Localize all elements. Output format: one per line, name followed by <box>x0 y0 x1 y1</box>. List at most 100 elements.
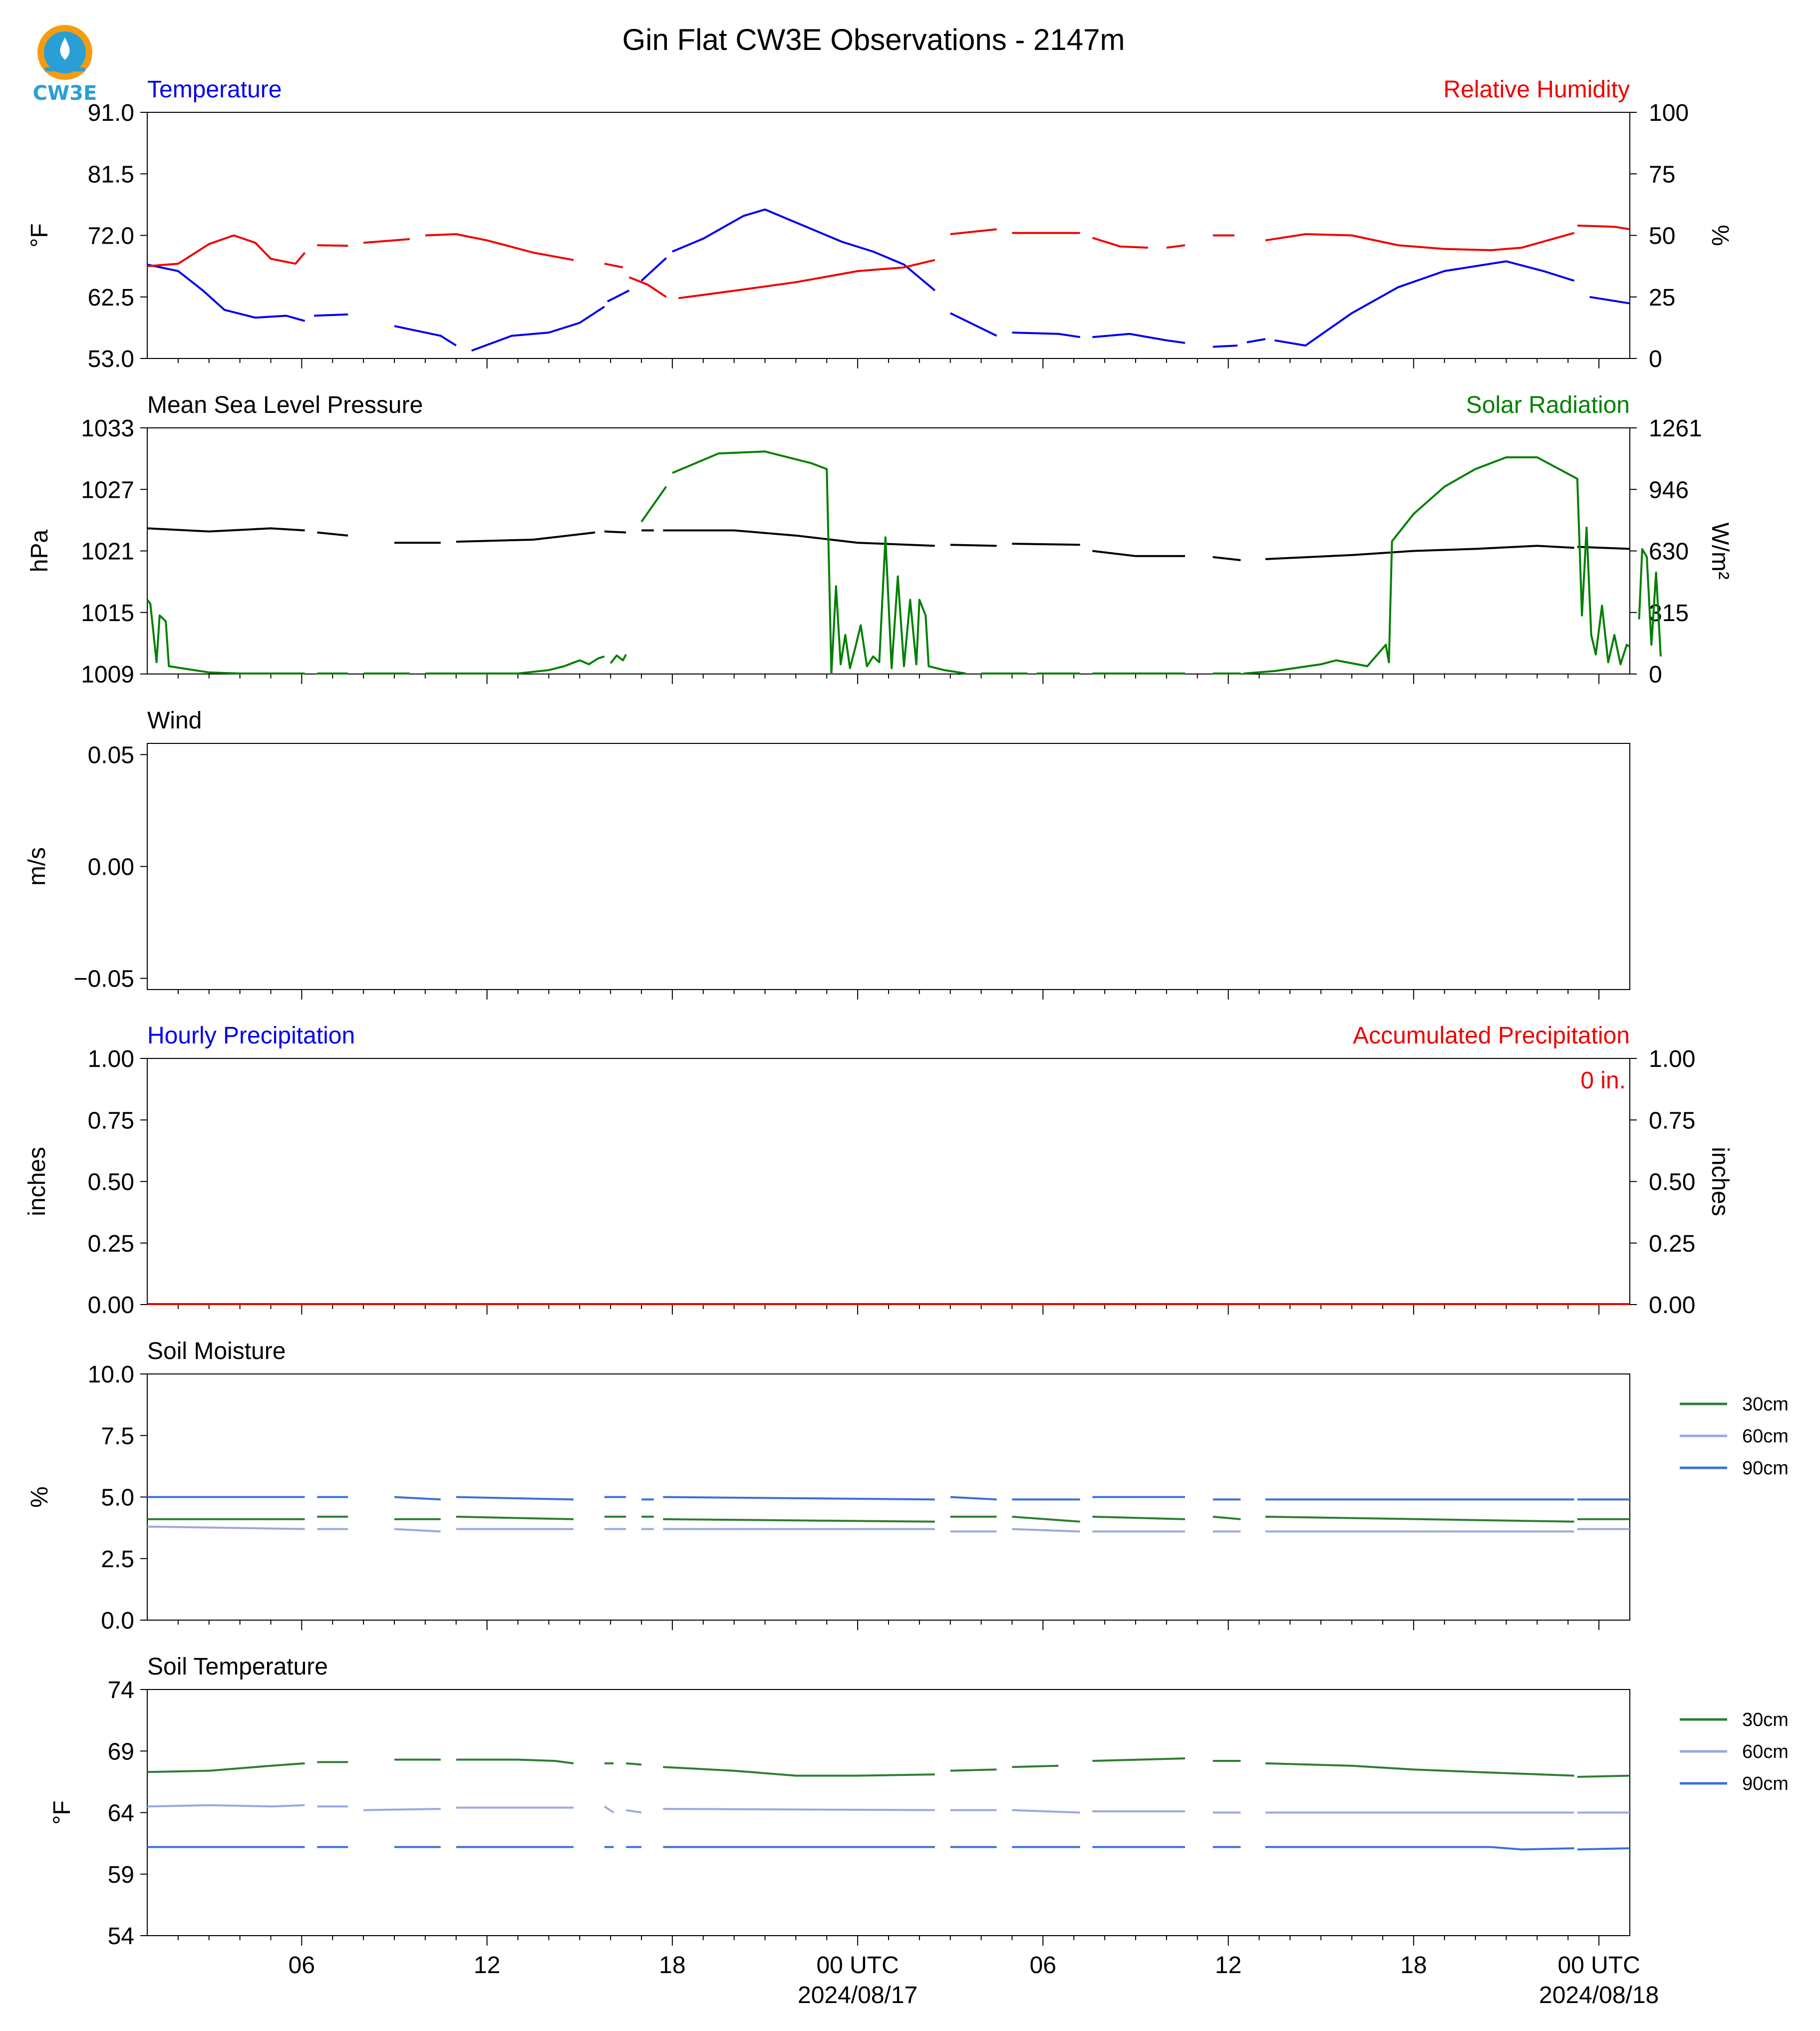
y-axis-label: °F <box>49 1800 75 1825</box>
series-line-segment <box>1589 296 1630 305</box>
series-line-segment <box>1577 1847 1630 1851</box>
legend-label: 90cm <box>1742 1773 1789 1794</box>
y-tick-label: −0.05 <box>74 966 134 993</box>
y-tick-label: 0.00 <box>88 1292 134 1319</box>
series-line-segment <box>625 1809 642 1814</box>
series-line-segment <box>625 1762 642 1766</box>
series-line-segment <box>363 1808 441 1811</box>
series-line-segment <box>147 234 306 268</box>
series-line-segment <box>394 325 457 346</box>
series-line-segment <box>950 1496 997 1501</box>
y-tick-label-right: 50 <box>1649 223 1675 250</box>
series-line-segment <box>1265 545 1574 560</box>
y-axis-label-right: inches <box>1707 1147 1733 1216</box>
y-tick-label-right: 100 <box>1649 100 1689 126</box>
y-tick-label: 69 <box>108 1738 134 1765</box>
series-line-segment <box>609 654 627 664</box>
series-line-segment <box>146 599 305 675</box>
series-left-0 <box>147 527 1630 561</box>
x-axis-labels: 06 12 18 00 UTC 2024/08/17 06 12 18 00 UTC 2024/0… <box>289 1952 1659 2009</box>
series-line-segment <box>663 1496 935 1501</box>
series-line-segment <box>1012 1764 1059 1768</box>
x-tick-label: 12 <box>1215 1952 1241 1979</box>
y-axis-label: hPa <box>26 529 53 572</box>
x-date-label: 2024/08/18 <box>1539 1982 1659 2009</box>
y-tick-label-right: 946 <box>1649 477 1689 503</box>
y-tick-label-right: 0 <box>1649 662 1662 688</box>
series-line-segment <box>1243 456 1631 675</box>
series-line-segment <box>949 312 997 337</box>
y-tick-label: 74 <box>108 1677 134 1703</box>
series-right-1 <box>147 224 1630 300</box>
legend-label: 30cm <box>1742 1394 1789 1415</box>
series-right-1 <box>146 450 1662 675</box>
panel-title-left: Soil Temperature <box>147 1654 328 1680</box>
series-line-segment <box>147 263 305 322</box>
y-tick-label: 0.0 <box>101 1608 134 1634</box>
axes-frame <box>147 1058 1630 1305</box>
series-line-segment <box>1265 232 1575 252</box>
panel-temp-rh: Temperature Relative Humidity 53.0 62.5 72.0… <box>26 76 1733 372</box>
panel-title-left: Hourly Precipitation <box>147 1022 355 1049</box>
legend-label: 90cm <box>1742 1458 1789 1479</box>
y-tick-label: 62.5 <box>88 285 134 311</box>
series-line-segment <box>1577 1774 1630 1778</box>
series-line-segment <box>950 1768 997 1772</box>
series-line-segment <box>604 263 623 269</box>
series-line-segment <box>147 1804 305 1808</box>
y-tick-label: 1009 <box>81 662 134 688</box>
y-tick-label-right: 0.75 <box>1649 1107 1695 1134</box>
panel-title-right: Relative Humidity <box>1444 76 1630 103</box>
y-tick-label: 0.75 <box>88 1107 134 1134</box>
panel-precip: Hourly Precipitation Accumulated Precipit… <box>24 1022 1733 1319</box>
series-line-segment <box>628 276 667 298</box>
series-line-segment <box>1092 550 1185 557</box>
y-tick-label-right: 1.00 <box>1649 1046 1695 1072</box>
panel-pressure-solar: Mean Sea Level Pressure Solar Radiation 10… <box>26 392 1733 688</box>
series-line-segment <box>640 257 667 282</box>
accumulated-precip-value: 0 in. <box>1580 1067 1626 1094</box>
series-line-segment <box>1012 332 1080 338</box>
panel-wind: Wind −0.05 0.00 0.05 m/s <box>24 707 1630 1000</box>
y-axis-label-right: W/m² <box>1707 522 1733 580</box>
series-30cm-0 <box>147 1515 1630 1523</box>
y-tick-label: 1.00 <box>88 1046 134 1072</box>
y-tick-label-right: 0.50 <box>1649 1169 1695 1196</box>
series-line-segment <box>604 1805 614 1814</box>
series-line-segment <box>1012 1515 1080 1523</box>
series-line-segment <box>314 313 348 317</box>
axes-frame <box>147 1373 1630 1621</box>
series-line-segment <box>1213 344 1238 348</box>
series-line-segment <box>663 1766 935 1777</box>
series-line-segment <box>1092 333 1186 344</box>
y-axis-label: inches <box>24 1147 50 1216</box>
y-tick-label: 53.0 <box>88 346 134 372</box>
series-line-segment <box>672 208 936 292</box>
series-30cm-0 <box>147 1757 1630 1778</box>
y-tick-label: 91.0 <box>88 100 134 126</box>
logo-text: CW3E <box>33 82 97 105</box>
y-tick-label: 0.05 <box>88 742 134 768</box>
y-tick-label-right: 1261 <box>1649 415 1702 442</box>
series-line-segment <box>1092 1515 1186 1520</box>
series-line-segment <box>1265 1762 1574 1777</box>
y-tick-label: 5.0 <box>101 1485 134 1511</box>
series-line-segment <box>663 1518 935 1523</box>
series-line-segment <box>1265 1846 1574 1851</box>
series-line-segment <box>456 1496 574 1501</box>
x-tick-label: 06 <box>1030 1952 1056 1979</box>
figure-title: Gin Flat CW3E Observations - 2147m <box>622 23 1125 56</box>
series-line-segment <box>317 531 348 537</box>
y-tick-label: 1027 <box>81 477 134 503</box>
x-tick-label: 18 <box>1400 1952 1427 1979</box>
y-tick-label: 10.0 <box>88 1361 134 1388</box>
series-60cm-1 <box>147 1804 1630 1814</box>
y-tick-label: 7.5 <box>101 1423 134 1449</box>
series-line-segment <box>1213 556 1241 561</box>
series-line-segment <box>1092 1757 1186 1762</box>
series-line-segment <box>678 259 935 300</box>
series-line-segment <box>425 233 574 261</box>
series-line-segment <box>425 655 605 675</box>
